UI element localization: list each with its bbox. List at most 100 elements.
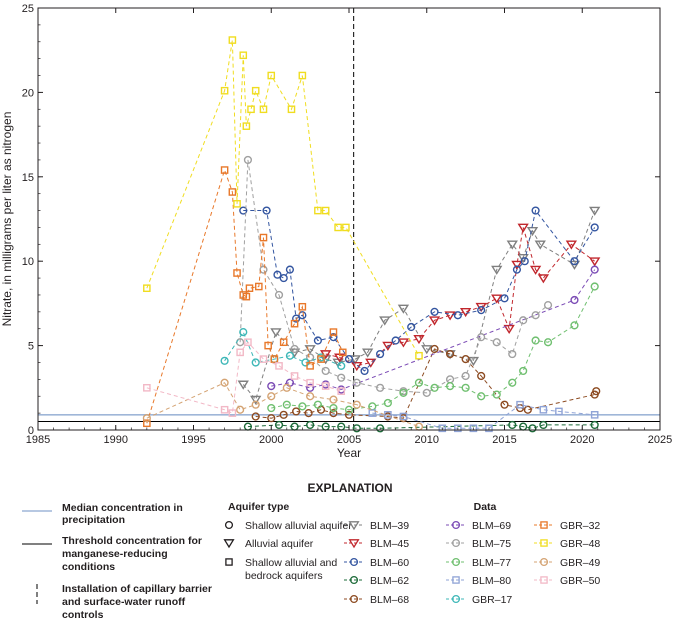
data-point <box>539 275 548 282</box>
y-axis-title: Nitrate, in milligrams per liter as nitr… <box>0 112 14 327</box>
x-tick-label: 1990 <box>104 434 128 446</box>
data-point <box>416 423 423 430</box>
legend-entry-label: BLM–77 <box>472 557 511 569</box>
legend-entry-gbr17: GBR–17 <box>446 594 512 606</box>
data-point <box>377 351 384 358</box>
series-blm45 <box>321 224 599 370</box>
data-point <box>416 353 422 359</box>
legend-aquifer-label: Alluvial aquifer <box>245 538 314 550</box>
data-point <box>446 312 455 319</box>
legend-median-label: Median concentration in precipitation <box>62 502 183 526</box>
legend-entry-blm68: BLM–68 <box>344 594 409 606</box>
data-point <box>520 368 527 375</box>
data-point <box>330 396 337 403</box>
data-point <box>509 351 516 358</box>
data-point <box>571 322 578 329</box>
legend-entry-gbr49: GBR–49 <box>534 557 600 569</box>
plot-area <box>38 8 660 432</box>
legend-entry-blm39: BLM–39 <box>344 520 409 532</box>
y-tick-label: 10 <box>22 256 34 268</box>
legend-entry-label: GBR–50 <box>560 575 600 587</box>
data-point <box>462 384 469 391</box>
legend-aquifer-marker-square <box>226 559 232 565</box>
legend-entry-blm75: BLM–75 <box>446 538 511 550</box>
series-line <box>147 342 341 413</box>
legend-entry-blm60: BLM–60 <box>344 557 409 569</box>
legend-entry-blm77: BLM–77 <box>446 557 511 569</box>
series-blm80 <box>369 402 598 432</box>
y-tick-label: 20 <box>22 87 34 99</box>
series-gbr32 <box>144 167 346 426</box>
aquifer-type-title: Aquifer type <box>228 501 289 513</box>
legend-entry-label: BLM–80 <box>472 575 511 587</box>
legend-aquifer-marker-circle <box>226 522 233 529</box>
legend-entry-gbr32: GBR–32 <box>534 520 600 532</box>
data-point <box>307 393 314 400</box>
plot-frame <box>38 8 660 430</box>
y-tick-label: 5 <box>28 341 34 353</box>
legend: EXPLANATION Aquifer type Data Median con… <box>22 481 600 621</box>
data-point <box>291 373 297 379</box>
legend-entry-blm45: BLM–45 <box>344 538 409 550</box>
x-tick-label: 2000 <box>259 434 283 446</box>
data-point <box>520 317 527 324</box>
series-gbr48 <box>144 37 422 359</box>
legend-entry-label: BLM–45 <box>370 538 409 550</box>
legend-entry-label: BLM–62 <box>370 575 409 587</box>
x-tick-label: 2015 <box>492 434 516 446</box>
legend-threshold-label: Threshold concentration for manganese-red… <box>62 535 202 573</box>
data-point <box>253 88 259 94</box>
data-point <box>493 339 500 346</box>
x-tick-label: 2005 <box>337 434 361 446</box>
series-line <box>326 227 595 365</box>
series-blm69 <box>268 266 598 393</box>
legend-aquifer-label: Shallow alluvial aquifer <box>245 520 352 532</box>
legend-barrier-label: Installation of capillary barrier and sur… <box>62 583 212 621</box>
legend-entry-label: GBR–48 <box>560 538 600 550</box>
legend-entry-gbr48: GBR–48 <box>534 538 600 550</box>
legend-entry-blm80: BLM–80 <box>446 575 511 587</box>
y-tick-label: 25 <box>22 3 34 15</box>
data-point <box>384 400 391 407</box>
data-point <box>248 106 254 112</box>
data-point <box>571 297 578 304</box>
legend-aquifer-label: Shallow alluvial and bedrock aquifers <box>245 557 337 582</box>
series-blm77 <box>268 283 598 413</box>
data-point <box>237 406 244 413</box>
x-tick-label: 2020 <box>570 434 594 446</box>
legend-entry-label: GBR–32 <box>560 520 600 532</box>
series-line <box>271 270 594 390</box>
data-point <box>252 359 259 366</box>
data-point <box>222 167 228 173</box>
legend-entry-label: BLM–68 <box>370 594 409 606</box>
data-point <box>508 241 517 248</box>
legend-entries: Median concentration in precipitation Thre… <box>22 502 600 621</box>
legend-entry-label: BLM–60 <box>370 557 409 569</box>
data-point <box>322 381 329 388</box>
legend-heading: EXPLANATION <box>307 481 392 495</box>
legend-entry-label: BLM–69 <box>472 520 511 532</box>
legend-entry-blm62: BLM–62 <box>344 575 409 587</box>
x-axis-title: Year <box>337 446 361 460</box>
data-point <box>501 295 508 302</box>
x-tick-label: 1995 <box>181 434 205 446</box>
series-blm75 <box>237 157 552 397</box>
legend-aquifer-marker-tri <box>225 540 234 547</box>
y-tick-label: 15 <box>22 172 34 184</box>
legend-entry-label: BLM–39 <box>370 520 409 532</box>
x-tick-label: 2010 <box>415 434 439 446</box>
data-point <box>322 368 329 375</box>
legend-entry-label: GBR–49 <box>560 557 600 569</box>
legend-entry-label: BLM–75 <box>472 538 511 550</box>
legend-entry-label: GBR–17 <box>472 594 512 606</box>
y-tick-label: 0 <box>28 425 34 437</box>
data-point <box>590 258 599 265</box>
legend-entry-gbr50: GBR–50 <box>534 575 600 587</box>
data-point <box>280 275 287 282</box>
x-tick-label: 2025 <box>648 434 672 446</box>
legend-entry-blm69: BLM–69 <box>446 520 511 532</box>
series-line <box>243 211 594 371</box>
data-point <box>462 373 469 380</box>
data-title: Data <box>474 501 497 513</box>
